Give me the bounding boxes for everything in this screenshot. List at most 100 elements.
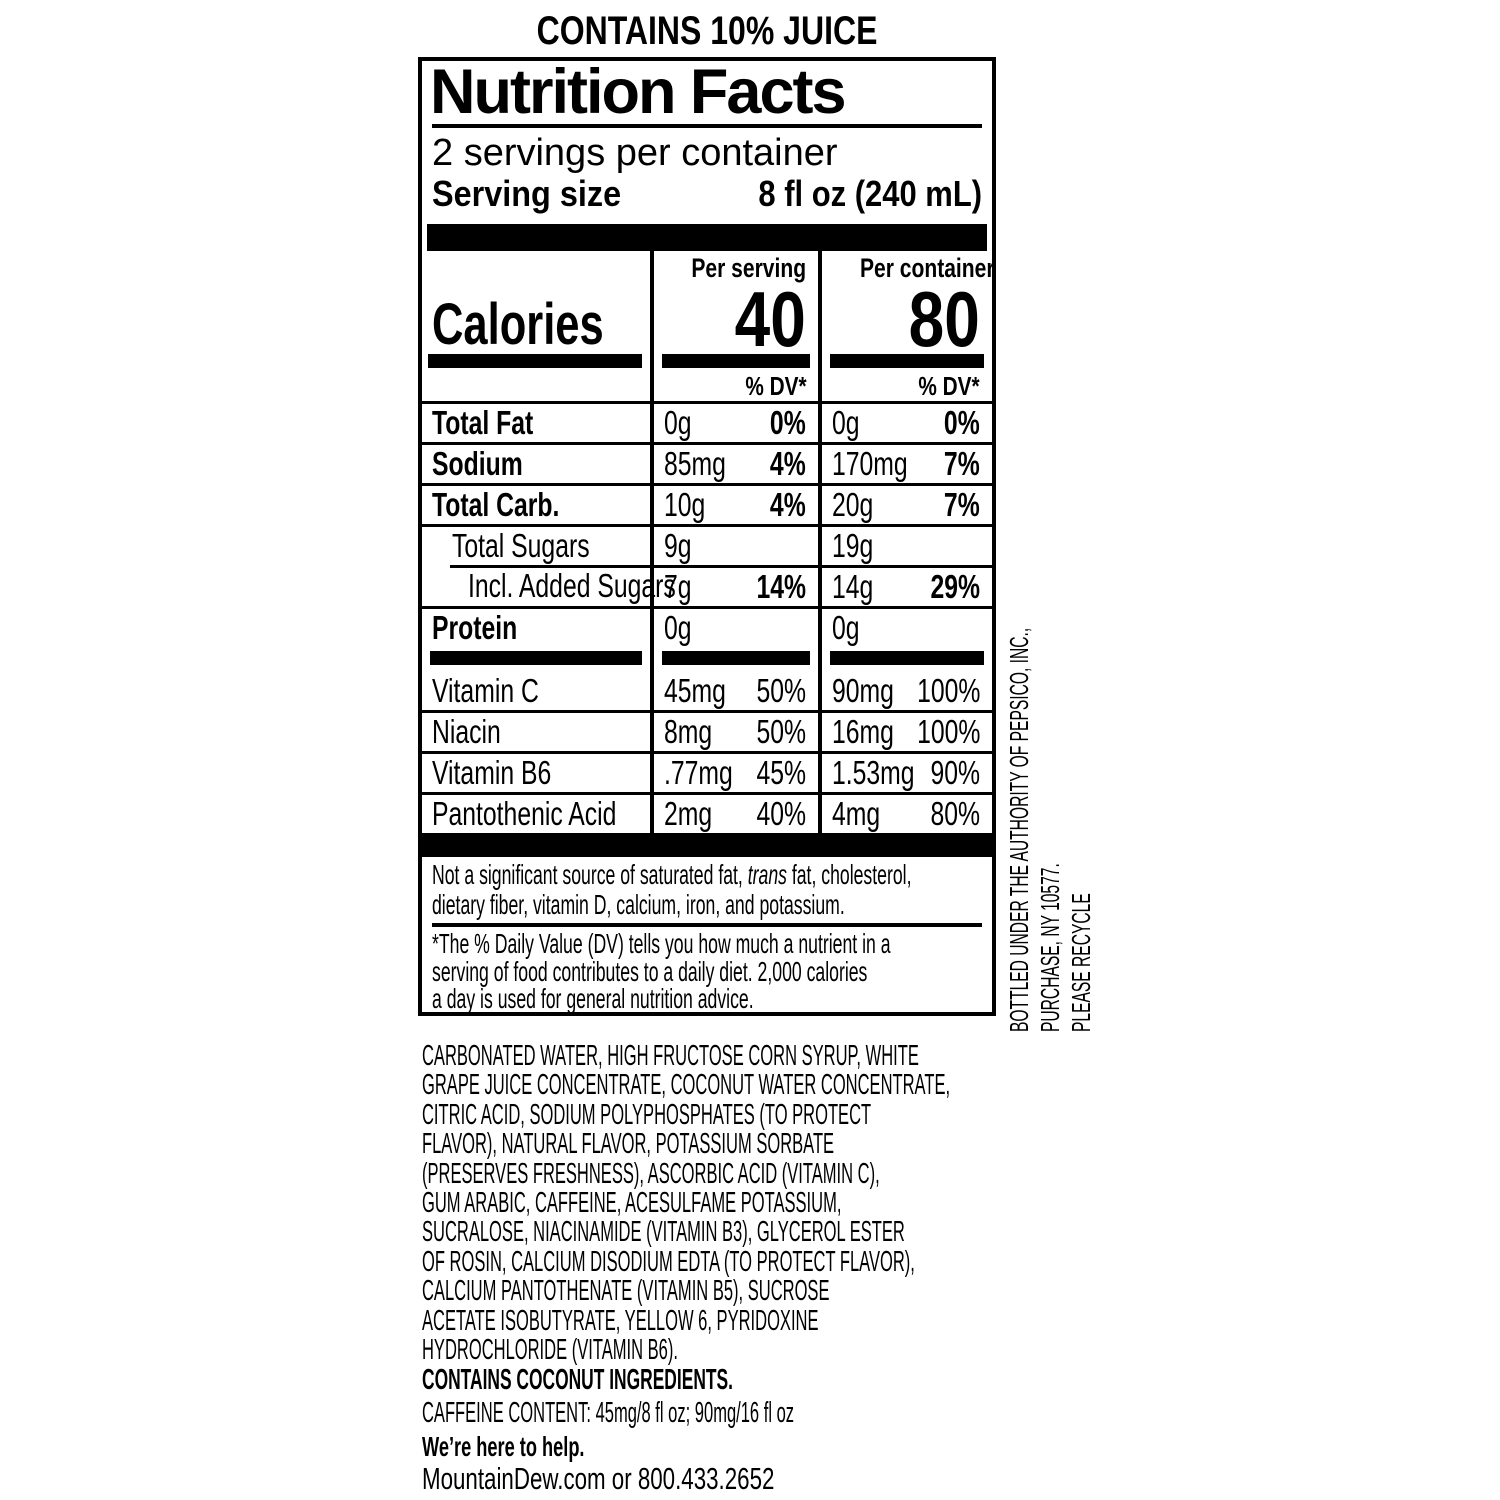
footnote-text: fat, cholesterol, dietary fiber, vitamin… <box>432 859 912 920</box>
mid-separator-bar <box>430 651 642 665</box>
mid-separator-row <box>422 647 650 669</box>
per-container-calories-cell: Per container 80 <box>822 251 995 363</box>
amount: 0g <box>664 404 692 441</box>
vitamin-name: Vitamin B6 <box>432 754 552 791</box>
nutrient-name: Total Sugars <box>452 527 590 564</box>
value-row: 170mg 7% <box>822 442 992 483</box>
nutrient-name: Incl. Added Sugars <box>468 566 676 604</box>
calories-cell: Calories <box>422 251 650 354</box>
daily-value: 14% <box>756 568 807 605</box>
daily-value-footnote: *The % Daily Value (DV) tells you how mu… <box>432 928 891 1014</box>
servings-per-container: 2 servings per container <box>432 132 838 174</box>
daily-value: 50% <box>756 713 807 750</box>
daily-value: 7% <box>944 445 980 482</box>
value-row: 90mg 100% <box>822 669 992 710</box>
amount: 8mg <box>664 713 713 750</box>
vitamin-label-row: Vitamin B6 <box>422 751 650 792</box>
daily-value: 100% <box>916 713 980 750</box>
panel-title: Nutrition Facts <box>430 57 847 127</box>
nutrition-facts-panel: Nutrition Facts 2 servings per container… <box>418 57 996 1016</box>
daily-value: 50% <box>756 672 807 709</box>
separator-bar-top <box>427 224 987 251</box>
value-row: 2mg 40% <box>654 792 819 833</box>
trans-italic: trans <box>747 859 787 890</box>
serving-size-value: 8 fl oz (240 mL) <box>758 173 982 214</box>
per-container-calories-value: 80 <box>908 275 980 363</box>
dv-header-text: % DV* <box>744 371 807 401</box>
amount: 16mg <box>832 713 895 750</box>
footnote-text: Not a significant source of saturated fa… <box>432 859 748 890</box>
calories-underbar-row <box>822 354 992 372</box>
calories-label: Calories <box>432 292 604 357</box>
daily-value: 45% <box>756 754 807 791</box>
mid-separator-bar <box>662 651 811 665</box>
daily-value: 100% <box>916 672 980 709</box>
value-row: 45mg 50% <box>654 669 818 710</box>
mid-separator-row <box>654 647 818 669</box>
amount: 85mg <box>664 445 726 482</box>
calories-underbar <box>662 354 811 368</box>
value-row: 9g <box>654 524 819 565</box>
serving-size-label: Serving size <box>432 173 622 214</box>
daily-value: 0% <box>944 404 980 441</box>
daily-value: 7% <box>944 486 980 523</box>
amount: 0g <box>664 609 692 646</box>
daily-value: 90% <box>930 754 980 791</box>
amount: 14g <box>832 568 874 605</box>
daily-value: 40% <box>756 795 807 832</box>
separator-bar-bottom <box>422 833 992 857</box>
vitamin-name: Vitamin C <box>432 672 539 709</box>
mid-separator-bar <box>830 651 984 665</box>
value-row: 8mg 50% <box>654 710 819 751</box>
caffeine-content: CAFFEINE CONTENT: 45mg/8 fl oz; 90mg/16 … <box>422 1397 795 1429</box>
dual-column-table: Calories Total Fat Sodium Total Carb. To… <box>422 251 992 833</box>
contact-line: MountainDew.com or 800.433.2652 <box>422 1461 775 1496</box>
value-row: .77mg 45% <box>654 751 819 792</box>
nutrient-label-row: Total Fat <box>422 401 650 442</box>
vitamin-label-row: Pantothenic Acid <box>422 792 650 833</box>
amount: 0g <box>832 609 860 646</box>
mid-separator-row <box>822 647 992 669</box>
amount: 10g <box>664 486 706 523</box>
amount: 19g <box>832 527 874 564</box>
amount: 20g <box>832 486 874 523</box>
per-serving-header: Per serving <box>654 251 818 283</box>
per-container-dv-header: % DV* <box>822 372 992 401</box>
per-container-header-text: Per container <box>860 253 995 283</box>
label-column: Calories Total Fat Sodium Total Carb. To… <box>422 251 676 833</box>
dv-header-spacer <box>422 372 650 401</box>
dv-header-text: % DV* <box>918 371 980 401</box>
value-row: 16mg 100% <box>822 710 992 751</box>
vitamin-name: Niacin <box>432 713 501 750</box>
amount: 9g <box>664 527 692 564</box>
amount: 2mg <box>664 795 713 832</box>
value-row: 4mg 80% <box>822 792 992 833</box>
vitamin-name: Pantothenic Acid <box>432 795 617 832</box>
daily-value: 0% <box>770 404 807 441</box>
calories-underbar <box>830 354 984 368</box>
value-row: 19g <box>822 524 992 565</box>
nutrient-name: Total Carb. <box>432 486 560 523</box>
value-row: 0g 0% <box>822 401 992 442</box>
amount: 1.53mg <box>832 754 915 791</box>
amount: 90mg <box>832 672 895 709</box>
calories-underbar <box>428 354 642 368</box>
per-serving-calories-value: 40 <box>734 275 807 363</box>
value-row: 0g 0% <box>654 401 819 442</box>
per-container-column: Per container 80 % DV* 0g 0% 170mg 7% 20g 7… <box>818 251 992 833</box>
amount: 170mg <box>832 445 908 482</box>
daily-value: 80% <box>930 795 980 832</box>
value-row: 14g 29% <box>822 565 992 606</box>
calories-underbar-row <box>654 354 818 372</box>
value-row: 20g 7% <box>822 483 992 524</box>
juice-content-note: CONTAINS 10% JUICE <box>418 10 996 52</box>
vitamin-label-row: Niacin <box>422 710 650 751</box>
value-row: 1.53mg 90% <box>822 751 992 792</box>
nutrient-label-row: Total Carb. <box>422 483 650 524</box>
nutrient-name: Sodium <box>432 445 523 482</box>
nutrient-label-row: Total Sugars <box>422 524 650 565</box>
footnote-rule <box>432 923 982 927</box>
value-row: 10g 4% <box>654 483 819 524</box>
daily-value: 4% <box>770 445 807 482</box>
per-serving-dv-header: % DV* <box>654 372 818 401</box>
